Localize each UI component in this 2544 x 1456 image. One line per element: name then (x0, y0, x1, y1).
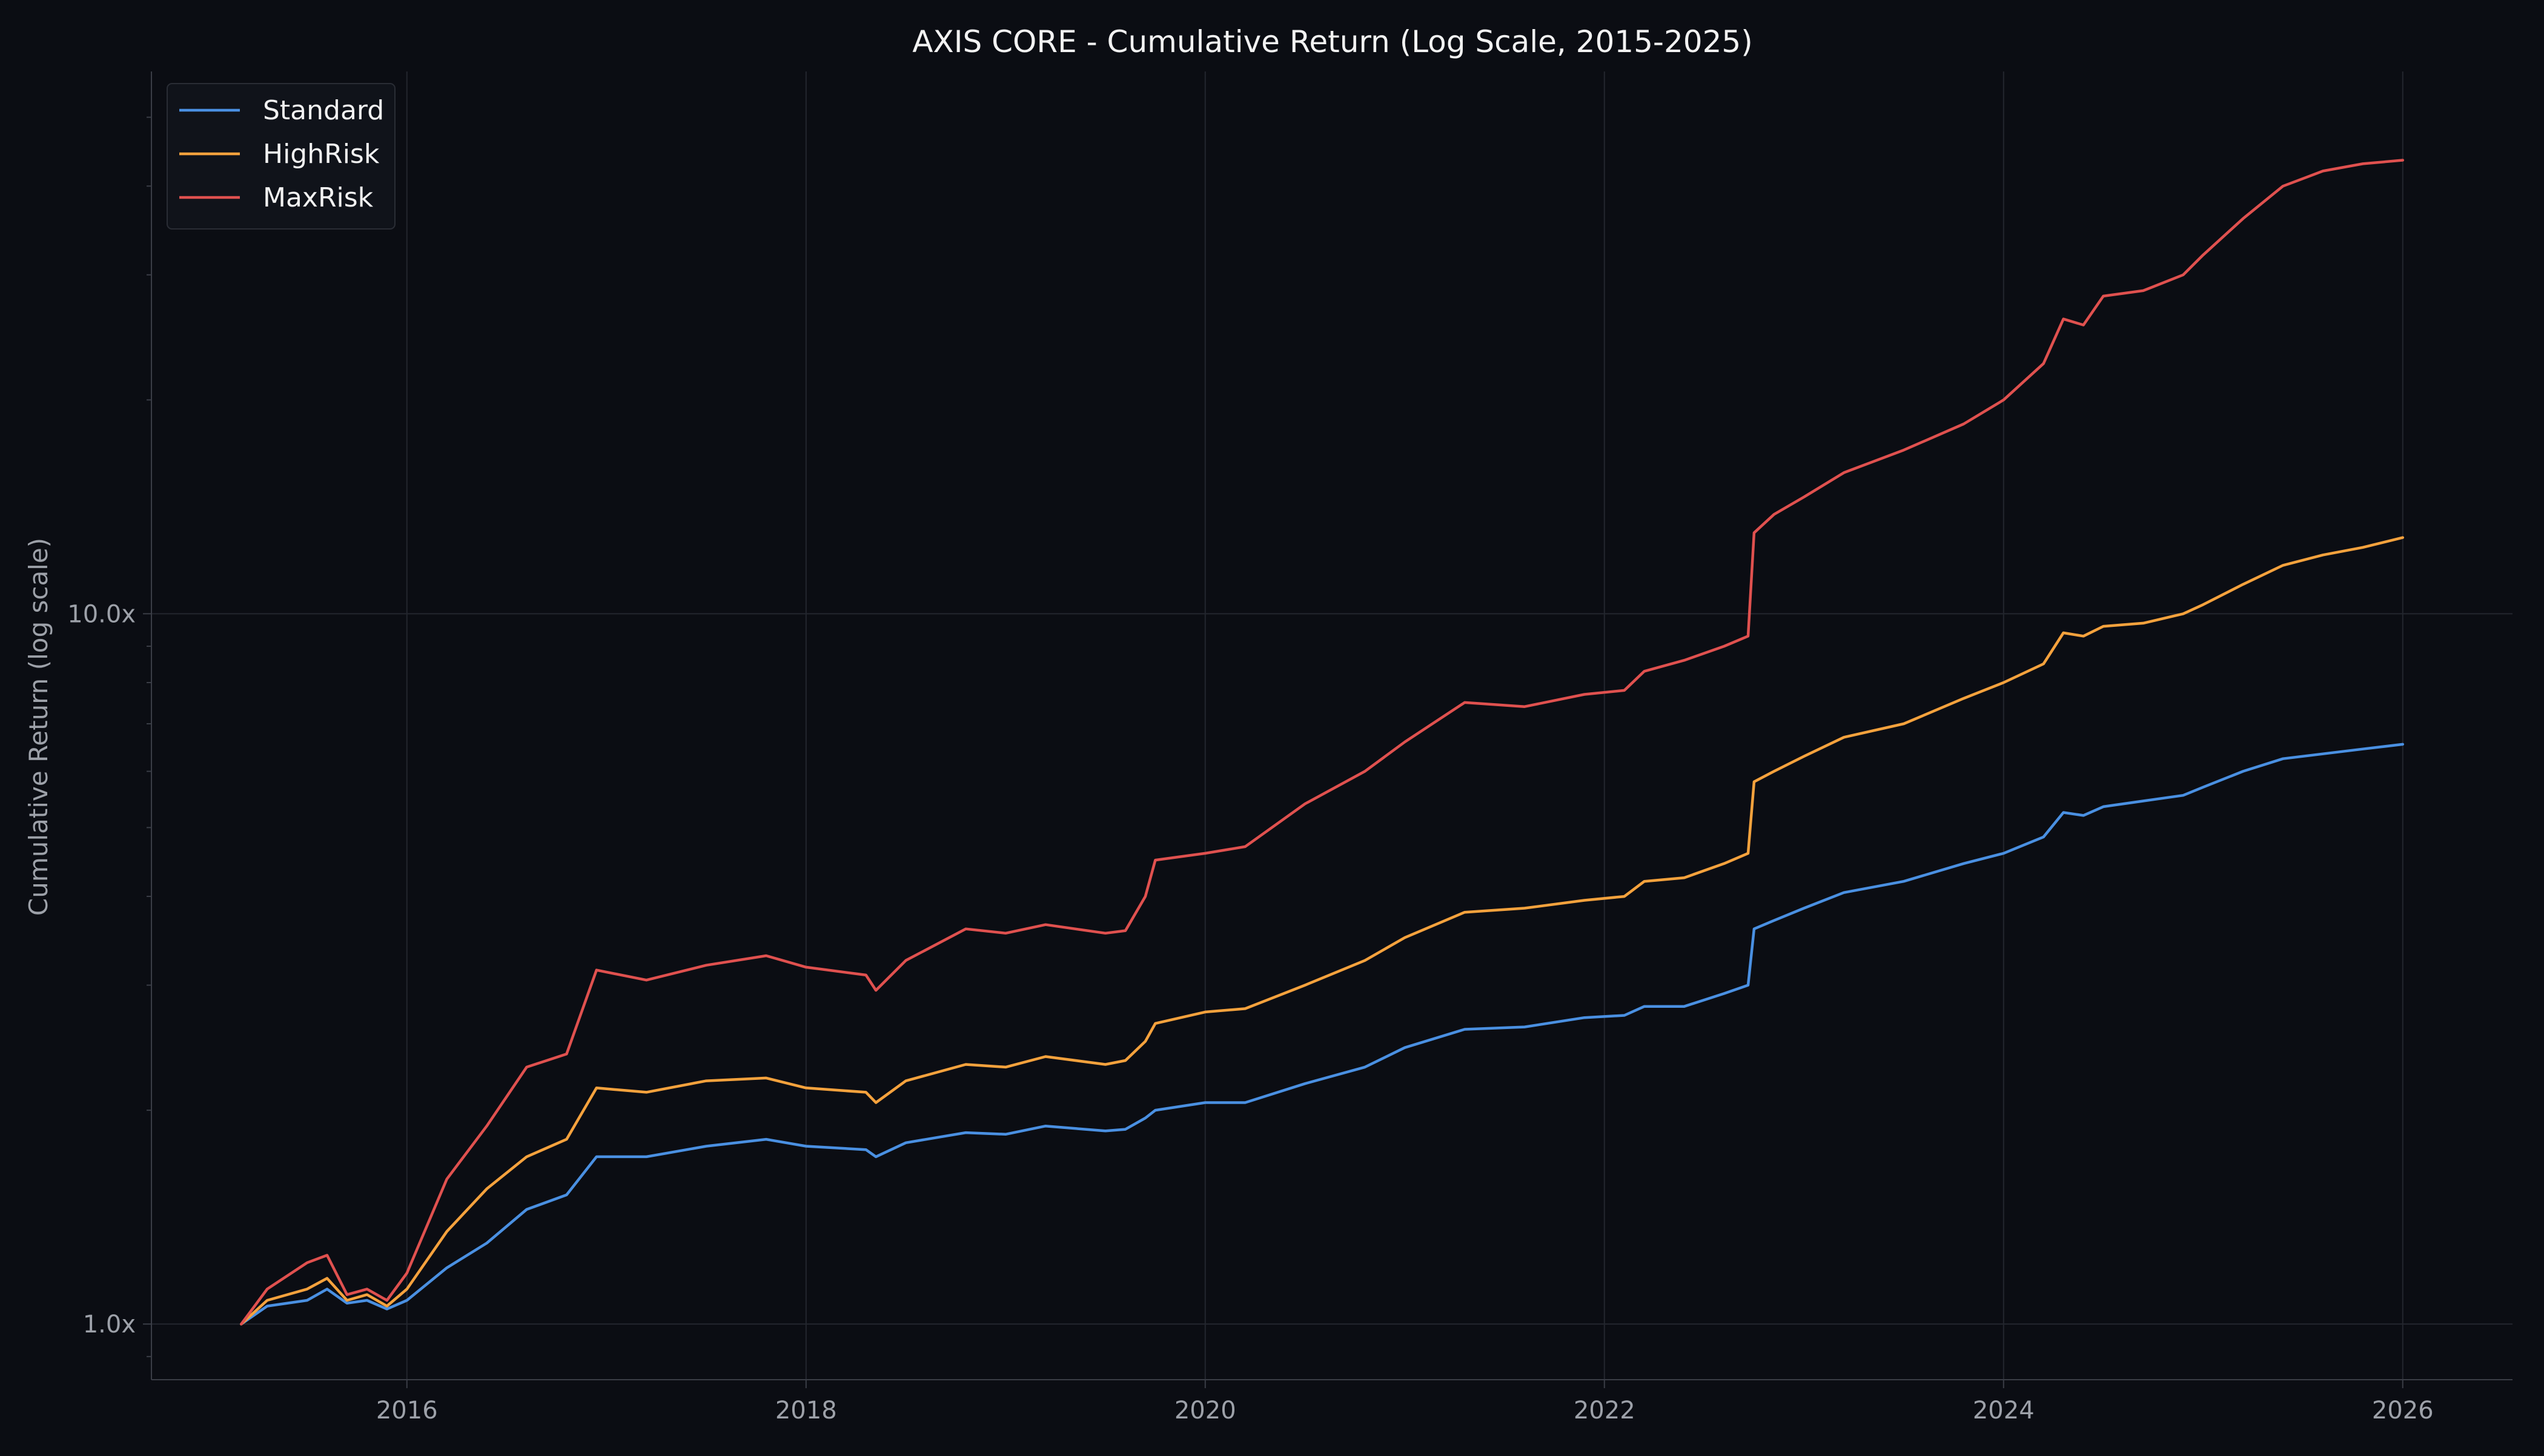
series-line-standard (240, 743, 2405, 1326)
y-tick-label: 10.0x (67, 600, 136, 628)
legend-label-highrisk: HighRisk (263, 139, 380, 170)
legend-label-standard: Standard (263, 95, 384, 126)
x-tick-label: 2022 (1574, 1397, 1635, 1425)
legend-label-maxrisk: MaxRisk (263, 182, 374, 213)
series-line-highrisk (240, 536, 2405, 1326)
series-layer (240, 159, 2405, 1326)
legend-box (167, 83, 396, 230)
y-tick-label: 1.0x (83, 1311, 136, 1339)
axis-layer: 2016 2018 2020 2022 2024 2026 1.0x 10.0x (67, 71, 2513, 1425)
chart-title: AXIS CORE - Cumulative Return (Log Scale… (912, 24, 1752, 59)
x-tick-label: 2020 (1174, 1397, 1236, 1425)
grid-layer (151, 71, 2513, 1380)
x-tick-label: 2024 (1973, 1397, 2035, 1425)
legend: Standard HighRisk MaxRisk (167, 83, 396, 230)
x-tick-label: 2016 (376, 1397, 438, 1425)
y-axis-label: Cumulative Return (log scale) (24, 538, 53, 916)
x-tick-label: 2026 (2372, 1397, 2434, 1425)
x-tick-label: 2018 (775, 1397, 837, 1425)
series-line-maxrisk (240, 159, 2405, 1326)
